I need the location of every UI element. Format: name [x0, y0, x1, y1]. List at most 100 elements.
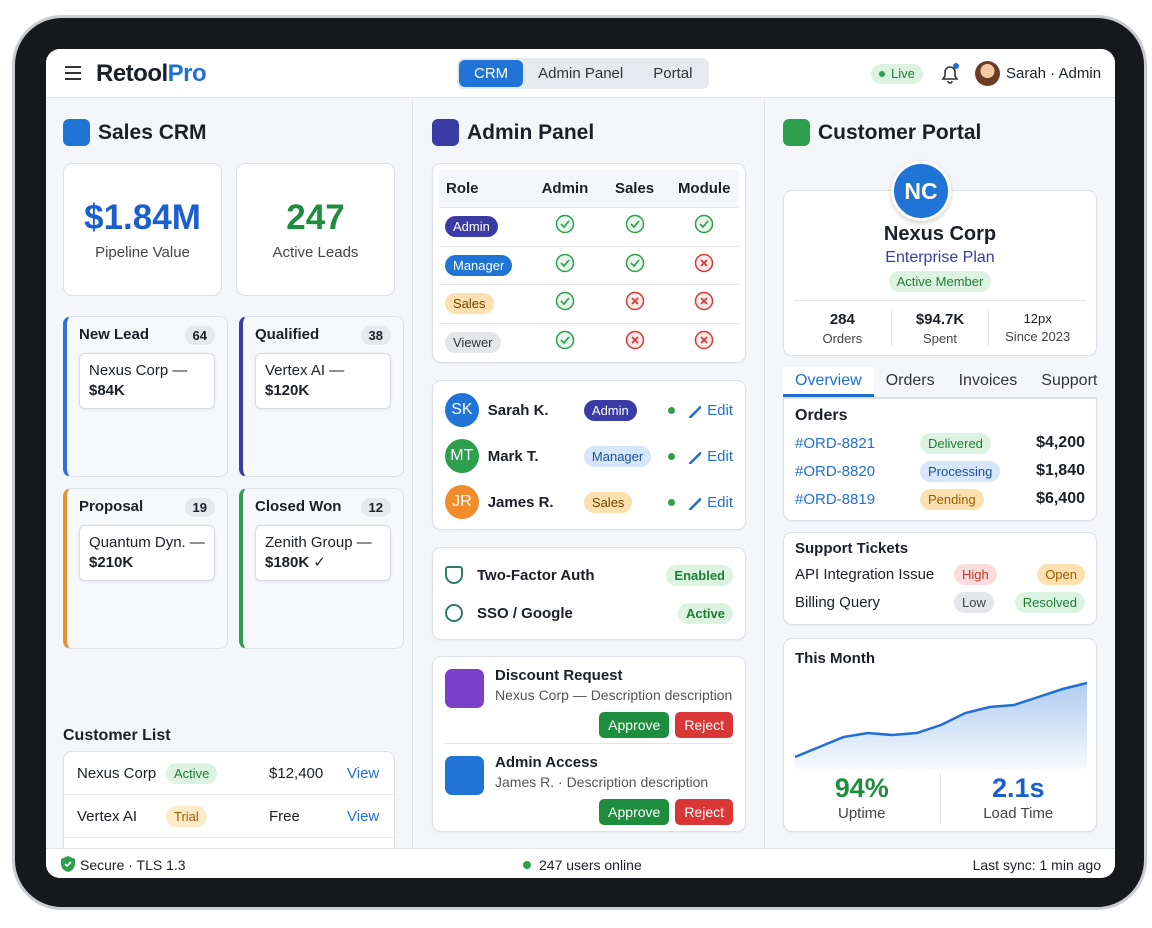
security-label: Two-Factor Auth	[477, 566, 595, 584]
table-header: Role Admin Sales Module	[439, 170, 739, 208]
metric-label: Load Time	[983, 805, 1054, 822]
check-icon	[694, 215, 714, 234]
role-cell: Admin	[583, 399, 665, 421]
metric-label: Uptime	[837, 805, 886, 822]
role-cell: Sales	[439, 293, 530, 315]
order-id[interactable]: #ORD-8821	[795, 434, 876, 452]
icon-ring	[625, 253, 644, 272]
tab[interactable]: CRM	[459, 60, 524, 87]
avatar[interactable]	[975, 61, 1000, 86]
customer-name: Vertex AI	[77, 807, 138, 825]
order-row: #ORD-8819 Pending $6,400	[795, 485, 1085, 513]
user-row: SK Sarah K. Admin Edit	[445, 387, 734, 433]
ticket-title: Billing Query	[795, 593, 881, 611]
icon	[432, 119, 459, 146]
reject-button[interactable]: Reject	[675, 712, 733, 738]
tab[interactable]: Portal	[653, 65, 693, 82]
stage-header: Proposal 19	[79, 498, 215, 517]
security-row: SSO / Google Active	[445, 594, 733, 632]
stage-name: Proposal	[79, 498, 144, 515]
admin-column: Admin Panel Role Admin Sales Module Admin Man…	[413, 99, 765, 848]
view-link[interactable]: View	[347, 764, 380, 782]
deal-name: Quantum Dyn. —	[89, 534, 205, 551]
portal-tab[interactable]: Overview	[783, 367, 874, 397]
trend-chart	[795, 681, 1087, 769]
reject-button[interactable]: Reject	[675, 799, 733, 825]
role-cell: Viewer	[439, 332, 530, 354]
badge: High	[954, 563, 997, 585]
request: Discount Request Nexus Corp — Description…	[445, 657, 733, 744]
order-id[interactable]: #ORD-8820	[795, 462, 876, 480]
card-title: Support Tickets	[795, 540, 909, 557]
edit-link[interactable]: Edit	[689, 401, 734, 419]
cross-icon	[694, 331, 714, 350]
access-cell	[600, 291, 670, 316]
access-cell	[669, 253, 739, 278]
deal-value: $180K ✓	[265, 554, 326, 571]
tab-bar: CRM Admin Panel Portal	[457, 58, 710, 89]
portal-tab[interactable]: Invoices	[958, 372, 1018, 389]
online-dot	[668, 406, 676, 414]
badge: Sales	[445, 293, 494, 315]
icon-ring	[694, 215, 714, 234]
icon-glyph	[629, 259, 640, 268]
access-cell	[600, 214, 670, 239]
order-id[interactable]: #ORD-8819	[795, 490, 876, 508]
kpi-value: 247	[286, 198, 345, 237]
customer-name: Nexus Corp	[77, 764, 157, 782]
orders-card: Orders #ORD-8821 Delivered $4,200 #ORD-8820 P…	[783, 398, 1097, 521]
kpi-value: $1.84M	[84, 198, 201, 237]
icon-glyph	[699, 220, 709, 229]
request-actions: Approve Reject	[599, 712, 733, 738]
approve-button[interactable]: Approve	[599, 712, 670, 738]
edit-link[interactable]: Edit	[689, 493, 734, 511]
view-link[interactable]: View	[347, 807, 380, 825]
metric: 94% Uptime	[784, 773, 940, 822]
deal-card: Zenith Group — $180K ✓	[255, 525, 391, 581]
ticket-title: API Integration Issue	[795, 565, 935, 583]
tab[interactable]: Admin Panel	[538, 65, 624, 82]
request: Admin Access James R. · Description descr…	[445, 744, 733, 831]
badge: Viewer	[445, 332, 501, 354]
stat: 284 Orders	[794, 311, 891, 346]
approve-button[interactable]: Approve	[599, 799, 670, 825]
badge: Active	[677, 602, 733, 624]
stage-count: 64	[184, 326, 215, 345]
access-cell	[669, 330, 739, 355]
portal-column: Customer Portal Nexus Corp Enterprise Pl…	[765, 99, 1115, 848]
deal-name: Zenith Group —	[265, 534, 372, 551]
deal-name: Nexus Corp —	[89, 362, 188, 379]
icon-ring	[555, 292, 575, 311]
user-name: Mark T.	[487, 447, 539, 465]
security-icon	[445, 566, 463, 584]
portal-tab[interactable]: Support	[1041, 372, 1098, 389]
cross-icon	[625, 331, 644, 350]
request-subtitle: James R. · Description description	[495, 774, 709, 790]
user-name: Sarah · Admin	[1006, 65, 1102, 82]
section-title: Admin Panel	[432, 119, 594, 146]
menu-button[interactable]	[65, 66, 81, 80]
deal-card: Nexus Corp — $84K	[79, 353, 215, 409]
icon-ring	[555, 215, 575, 234]
edit-link[interactable]: Edit	[689, 447, 734, 465]
order-row: #ORD-8820 Processing $1,840	[795, 457, 1085, 485]
check-icon	[555, 253, 575, 272]
permission-table: Role Admin Sales Module Admin Manager Sales Vie…	[432, 163, 746, 363]
table-row: Admin	[439, 208, 739, 247]
request-icon	[445, 669, 484, 708]
member-badge: Active Member	[888, 271, 992, 292]
badge: Resolved	[1014, 591, 1085, 613]
badge: Processing	[920, 460, 1001, 482]
icon-ring	[555, 331, 575, 350]
badge: Delivered	[920, 432, 991, 454]
kpi-row: $1.84M Pipeline Value 247 Active Leads	[63, 163, 395, 296]
sales-column: Sales CRM $1.84M Pipeline Value 247 Active …	[46, 99, 413, 878]
month-card: This Month 94% Uptime 2.1s Load Time	[783, 638, 1097, 832]
request-actions: Approve Reject	[599, 799, 733, 825]
metric-value: 94%	[834, 773, 889, 803]
bell-button[interactable]	[940, 63, 960, 85]
status-pill: Live	[871, 64, 923, 84]
portal-tab[interactable]: Orders	[885, 372, 935, 389]
stat-value: $94.7K	[915, 311, 965, 328]
request-subtitle: Nexus Corp — Description description	[495, 687, 733, 703]
